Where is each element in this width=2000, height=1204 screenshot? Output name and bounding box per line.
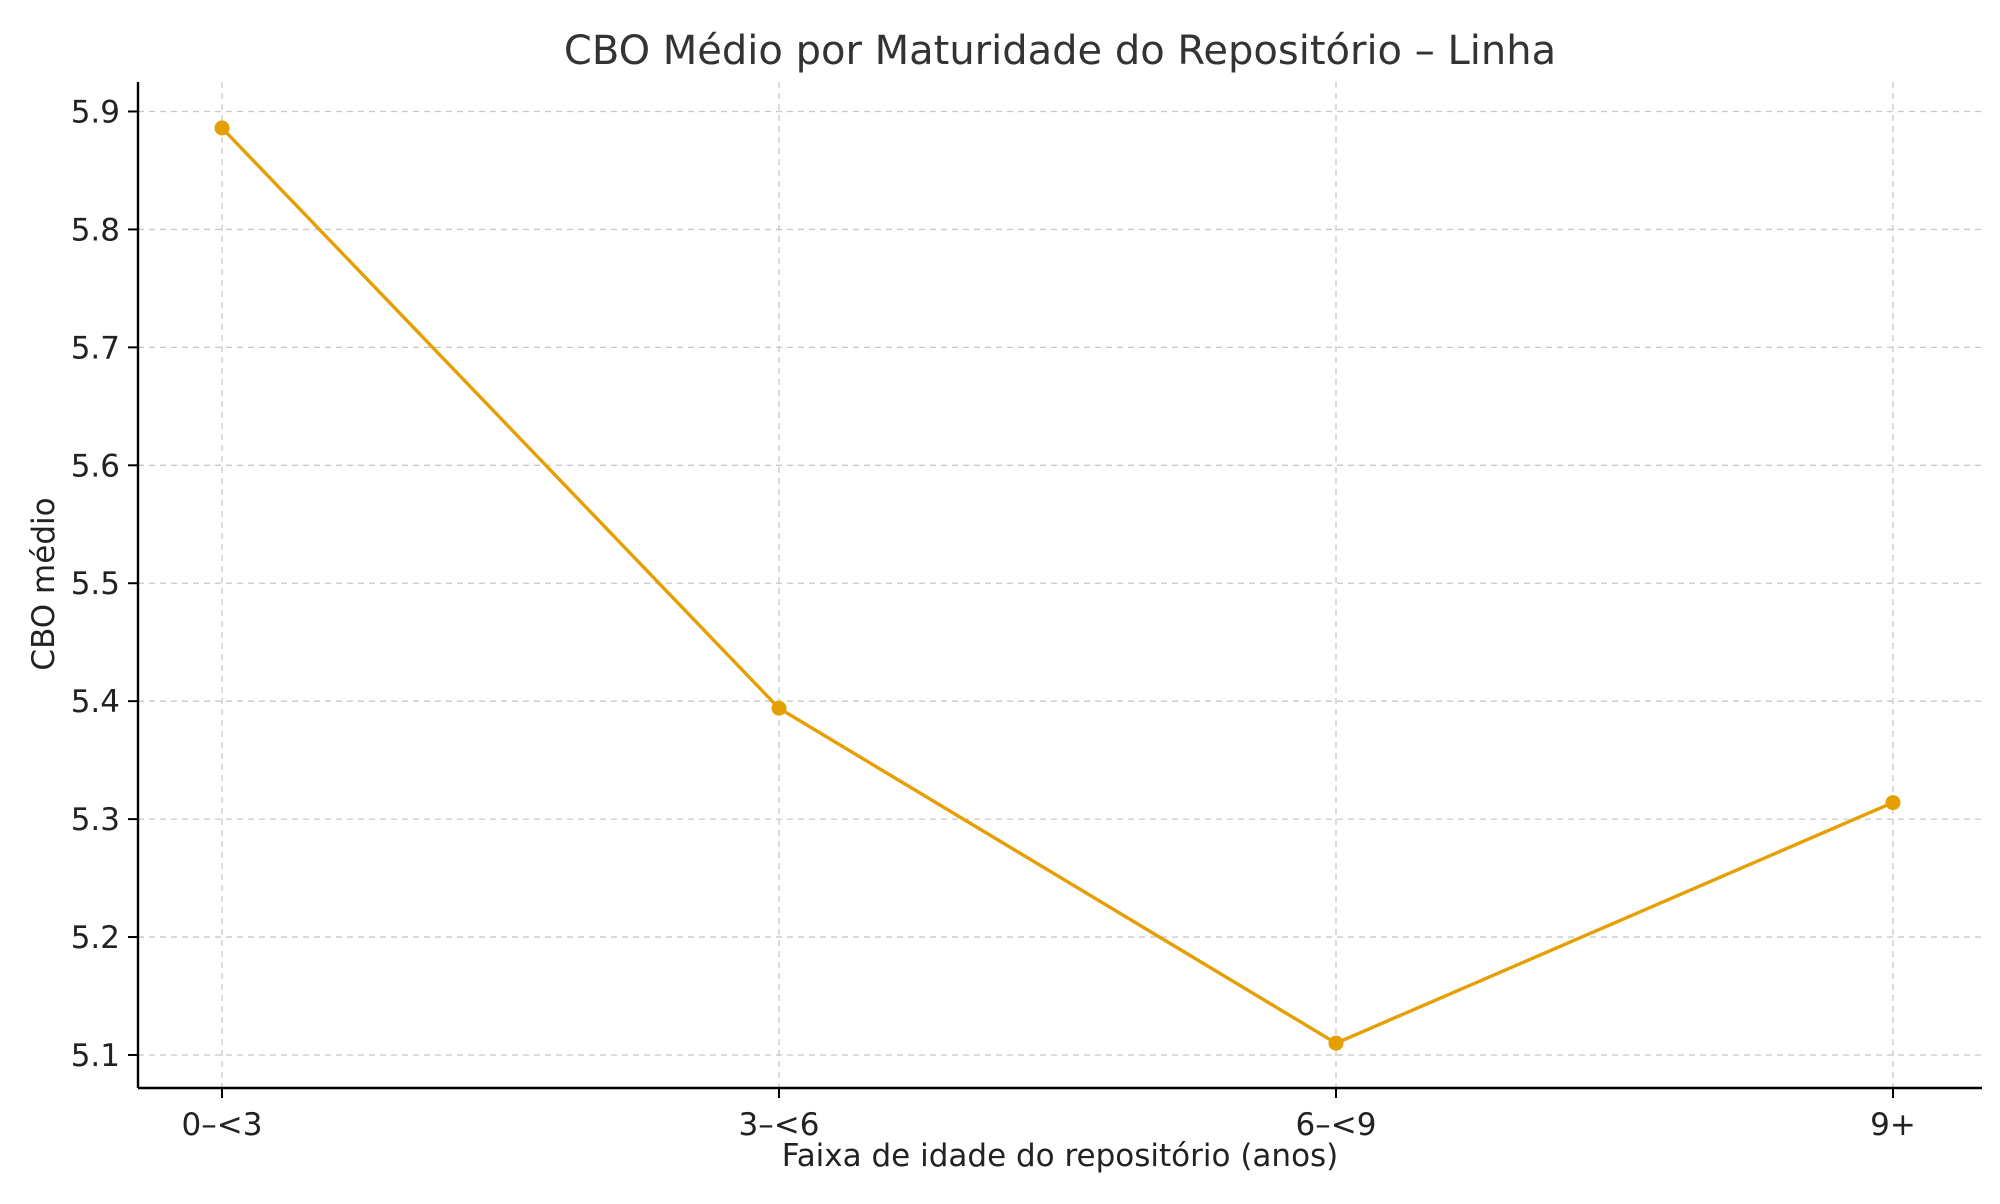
y-tick-label: 5.3 (71, 802, 120, 838)
chart-title: CBO Médio por Maturidade do Repositório … (564, 28, 1556, 74)
data-point (214, 120, 230, 136)
y-tick-label: 5.6 (71, 448, 120, 484)
y-tick-label: 5.8 (71, 212, 120, 248)
x-tick-label: 6–<9 (1296, 1107, 1377, 1143)
y-tick-label: 5.5 (71, 566, 120, 602)
y-tick-label: 5.7 (71, 330, 120, 366)
label-layer: CBO Médio por Maturidade do Repositório … (26, 28, 1556, 1174)
y-tick-label: 5.9 (71, 94, 120, 130)
axis-layer: 5.1 5.2 5.3 5.4 5.5 5.6 5.7 5.8 5.9 0–<3 3–<6 6–<9 9… (71, 82, 1982, 1143)
x-tick-label: 3–<6 (739, 1107, 820, 1143)
x-axis-title: Faixa de idade do repositório (anos) (782, 1138, 1339, 1174)
y-axis-title: CBO médio (26, 497, 62, 670)
data-point (1885, 795, 1901, 811)
y-tick-label: 5.1 (71, 1038, 120, 1074)
y-tick-label: 5.2 (71, 920, 120, 956)
x-tick-label: 0–<3 (182, 1107, 263, 1143)
data-point (1328, 1035, 1344, 1051)
y-tick-label: 5.4 (71, 684, 120, 720)
data-point (771, 700, 787, 716)
series-layer (214, 120, 1901, 1051)
series-line (220, 126, 1894, 1045)
x-tick-label: 9+ (1870, 1107, 1916, 1143)
grid-layer (138, 82, 1982, 1088)
